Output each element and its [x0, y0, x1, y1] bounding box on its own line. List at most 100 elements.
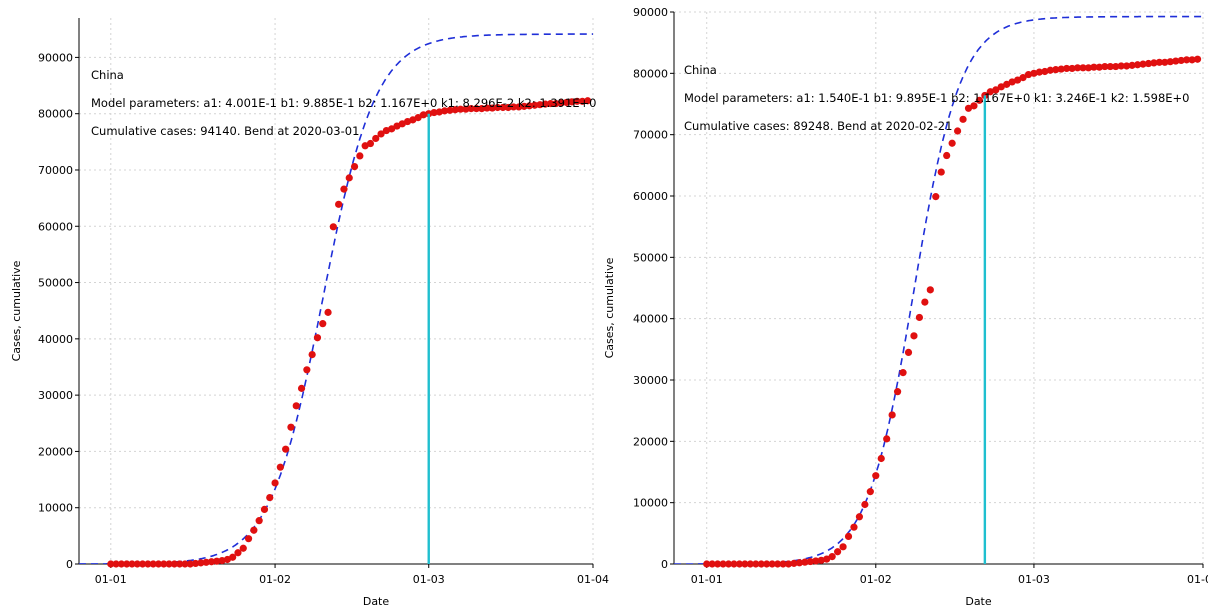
observed-point: [557, 99, 565, 107]
observed-point: [536, 101, 544, 109]
observed-point: [430, 108, 438, 117]
observed-point: [350, 163, 359, 171]
observed-point: [1101, 62, 1109, 71]
observed-point: [1013, 76, 1022, 84]
observed-point: [128, 560, 136, 568]
observed-point: [520, 102, 528, 110]
observed-point: [1193, 55, 1202, 63]
observed-point: [888, 411, 896, 419]
observed-point: [356, 152, 364, 160]
observed-point: [893, 388, 902, 396]
observed-point: [866, 488, 874, 496]
observed-point: [997, 83, 1005, 91]
observed-point: [1052, 66, 1060, 74]
observed-point: [282, 445, 290, 453]
observed-point: [937, 168, 945, 176]
observed-point: [271, 479, 279, 487]
observed-point: [276, 463, 284, 471]
observed-point: [255, 517, 263, 525]
observed-point: [1019, 74, 1027, 82]
observed-point: [154, 560, 163, 568]
observed-point: [1123, 62, 1131, 70]
observed-point: [239, 544, 247, 552]
y-tick-label: 40000: [633, 313, 668, 326]
y-tick-label: 70000: [38, 164, 73, 177]
y-tick-label: 90000: [633, 6, 668, 19]
observed-point: [719, 560, 727, 568]
observed-point: [197, 559, 205, 567]
observed-point: [313, 334, 322, 342]
observed-point: [324, 308, 332, 316]
observed-point: [1030, 69, 1038, 77]
observed-point: [144, 560, 152, 568]
y-tick-label: 0: [661, 558, 668, 571]
observed-point: [915, 313, 924, 322]
observed-point: [1155, 58, 1163, 66]
observed-point: [488, 104, 496, 112]
observed-point: [112, 560, 120, 568]
y-axis-title: Cases, cumulative: [10, 260, 23, 361]
observed-point: [181, 560, 189, 568]
observed-point: [165, 560, 173, 568]
observed-point: [1150, 59, 1158, 67]
observed-point: [714, 560, 722, 568]
observed-point: [366, 139, 375, 148]
observed-point: [948, 139, 956, 147]
observed-point: [191, 559, 200, 568]
observed-point: [795, 559, 804, 567]
observed-point: [1183, 56, 1191, 64]
observed-point: [547, 99, 555, 108]
observed-point: [568, 98, 576, 106]
observed-point: [932, 193, 940, 201]
y-tick-label: 10000: [38, 502, 73, 515]
observed-point: [899, 369, 907, 377]
observed-point: [1161, 58, 1169, 66]
observed-point: [260, 505, 269, 513]
observed-point: [1079, 64, 1087, 72]
observed-point: [250, 526, 258, 534]
model-parameters-label: Model parameters: a1: 1.540E-1 b1: 9.895…: [684, 91, 1189, 105]
y-tick-label: 60000: [633, 190, 668, 203]
observed-point: [1166, 58, 1174, 66]
observed-point: [1068, 64, 1076, 73]
observed-point: [855, 513, 864, 521]
observed-point: [1057, 65, 1065, 73]
observed-point: [340, 185, 348, 193]
observed-point: [763, 560, 771, 568]
observed-point: [774, 560, 782, 568]
observed-point: [703, 560, 711, 568]
y-tick-label: 20000: [633, 435, 668, 448]
observed-point: [943, 151, 951, 160]
observed-point: [904, 348, 913, 356]
cumulative-cases-label: Cumulative cases: 94140. Bend at 2020-03…: [91, 124, 359, 138]
observed-point: [1106, 62, 1114, 71]
observed-point: [308, 351, 316, 359]
observed-point: [499, 103, 507, 112]
observed-point: [388, 125, 396, 133]
observed-point: [372, 134, 380, 143]
observed-point: [1117, 62, 1125, 70]
observed-point: [1035, 68, 1043, 76]
y-tick-label: 70000: [633, 129, 668, 142]
observed-point: [741, 560, 749, 568]
x-axis-title: Date: [965, 595, 992, 608]
observed-point: [483, 104, 491, 112]
y-tick-label: 50000: [633, 251, 668, 264]
observed-point: [472, 105, 481, 113]
y-tick-label: 0: [66, 558, 73, 571]
observed-point: [752, 560, 760, 568]
observed-point: [872, 472, 880, 480]
observed-point: [467, 105, 475, 113]
observed-point: [1024, 70, 1033, 79]
observed-point: [509, 103, 518, 111]
y-tick-label: 80000: [633, 67, 668, 80]
observed-point: [790, 559, 798, 567]
observed-point: [975, 96, 984, 104]
observed-point: [441, 107, 449, 115]
observed-point: [992, 86, 1000, 94]
observed-point: [207, 558, 216, 566]
y-tick-label: 60000: [38, 220, 73, 233]
observed-point: [708, 560, 716, 568]
observed-point: [202, 558, 210, 566]
